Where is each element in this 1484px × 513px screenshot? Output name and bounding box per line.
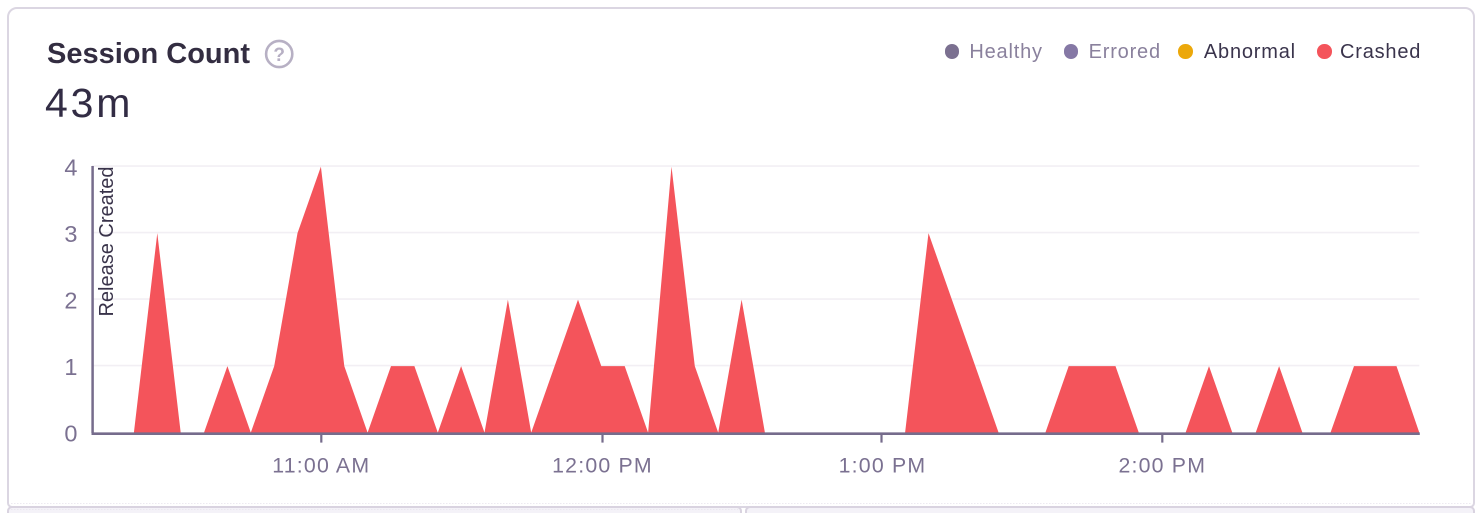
svg-text:0: 0: [64, 421, 77, 447]
svg-text:12:00 PM: 12:00 PM: [552, 453, 653, 477]
svg-text:4: 4: [64, 155, 77, 181]
svg-text:1:00 PM: 1:00 PM: [839, 453, 927, 477]
svg-text:3: 3: [64, 221, 77, 247]
svg-text:?: ?: [273, 45, 285, 66]
svg-text:Release Created: Release Created: [96, 166, 118, 316]
svg-text:1: 1: [64, 354, 77, 380]
svg-text:2: 2: [64, 288, 77, 314]
svg-text:11:00 AM: 11:00 AM: [272, 453, 370, 477]
svg-text:2:00 PM: 2:00 PM: [1118, 453, 1206, 477]
